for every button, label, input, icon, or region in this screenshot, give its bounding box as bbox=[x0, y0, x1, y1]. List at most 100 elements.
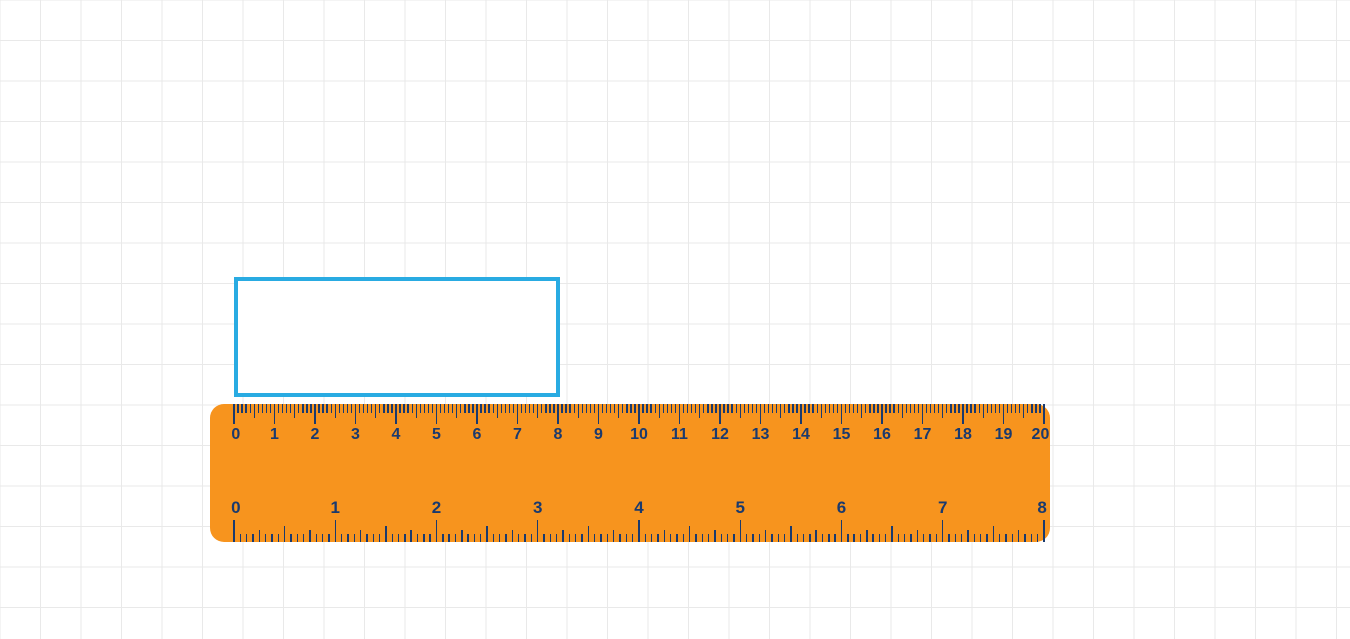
ruler-in-tick bbox=[910, 534, 911, 542]
ruler-in-tick bbox=[556, 534, 557, 542]
ruler-in-tick bbox=[834, 534, 835, 542]
ruler-in-tick bbox=[246, 534, 247, 542]
ruler-in-tick bbox=[841, 520, 842, 542]
ruler-in-tick bbox=[784, 534, 785, 542]
ruler-in-tick bbox=[284, 526, 285, 542]
ruler-in-tick bbox=[588, 526, 589, 542]
ruler-in-tick bbox=[410, 530, 411, 542]
ruler-in-tick bbox=[505, 534, 506, 542]
ruler-in-tick bbox=[847, 534, 848, 542]
ruler-in-tick bbox=[373, 534, 374, 542]
ruler-in-tick bbox=[322, 534, 323, 542]
ruler-in-tick bbox=[993, 526, 994, 542]
ruler-in-tick bbox=[822, 534, 823, 542]
ruler-in-tick bbox=[828, 534, 829, 542]
ruler-in-tick bbox=[942, 520, 943, 542]
ruler-in-tick bbox=[866, 530, 867, 542]
ruler-in-tick bbox=[1005, 534, 1006, 542]
ruler-in-tick bbox=[417, 534, 418, 542]
ruler-in-tick bbox=[404, 534, 405, 542]
ruler-in-tick bbox=[562, 530, 563, 542]
ruler[interactable]: 01234567891011121314151617181920 0123456… bbox=[210, 404, 1050, 542]
ruler-in-tick bbox=[423, 534, 424, 542]
ruler-in-tick bbox=[448, 534, 449, 542]
ruler-in-tick bbox=[379, 534, 380, 542]
ruler-in-tick bbox=[746, 534, 747, 542]
ruler-in-tick bbox=[518, 534, 519, 542]
ruler-in-tick bbox=[702, 534, 703, 542]
ruler-in-tick bbox=[898, 534, 899, 542]
ruler-in-tick bbox=[436, 520, 437, 542]
ruler-in-tick bbox=[645, 534, 646, 542]
ruler-in-tick bbox=[360, 530, 361, 542]
ruler-in-tick bbox=[904, 534, 905, 542]
ruler-in-tick bbox=[759, 534, 760, 542]
ruler-in-tick bbox=[252, 534, 253, 542]
ruler-in-tick bbox=[309, 530, 310, 542]
ruler-in-tick bbox=[879, 534, 880, 542]
ruler-in-tick bbox=[537, 520, 538, 542]
ruler-in-tick bbox=[1037, 534, 1038, 542]
ruler-in-tick bbox=[271, 534, 272, 542]
ruler-in-tick bbox=[429, 534, 430, 542]
ruler-in-tick bbox=[480, 534, 481, 542]
measured-rectangle bbox=[234, 277, 560, 397]
ruler-in-tick bbox=[714, 530, 715, 542]
ruler-in-tick bbox=[999, 534, 1000, 542]
ruler-in-tick bbox=[657, 534, 658, 542]
ruler-in-tick bbox=[328, 534, 329, 542]
ruler-in-label: 5 bbox=[736, 498, 745, 518]
ruler-in-tick bbox=[771, 534, 772, 542]
ruler-in-tick bbox=[632, 534, 633, 542]
ruler-in-tick bbox=[303, 534, 304, 542]
ruler-in-tick bbox=[929, 534, 930, 542]
ruler-in-tick bbox=[1043, 520, 1044, 542]
ruler-in-tick bbox=[638, 520, 639, 542]
ruler-in-tick bbox=[986, 534, 987, 542]
ruler-in-tick bbox=[486, 526, 487, 542]
ruler-in-tick bbox=[240, 534, 241, 542]
ruler-in-label: 3 bbox=[533, 498, 542, 518]
ruler-in-tick bbox=[809, 534, 810, 542]
ruler-in-tick bbox=[354, 534, 355, 542]
ruler-in-tick bbox=[594, 534, 595, 542]
ruler-in-tick bbox=[512, 530, 513, 542]
ruler-in-tick bbox=[980, 534, 981, 542]
ruler-in-tick bbox=[1012, 534, 1013, 542]
ruler-in-tick bbox=[474, 534, 475, 542]
ruler-in-tick bbox=[385, 526, 386, 542]
ruler-in-tick bbox=[613, 530, 614, 542]
ruler-in-tick bbox=[689, 526, 690, 542]
ruler-in-tick bbox=[733, 534, 734, 542]
ruler-in-tick bbox=[727, 534, 728, 542]
ruler-in-tick bbox=[683, 534, 684, 542]
ruler-in-tick bbox=[461, 530, 462, 542]
ruler-in-tick bbox=[708, 534, 709, 542]
ruler-in-tick bbox=[607, 534, 608, 542]
ruler-in-tick bbox=[392, 534, 393, 542]
ruler-in-tick bbox=[366, 534, 367, 542]
ruler-in-tick bbox=[524, 534, 525, 542]
ruler-in-tick bbox=[619, 534, 620, 542]
ruler-in-tick bbox=[778, 534, 779, 542]
ruler-in-tick bbox=[651, 534, 652, 542]
ruler-in-tick bbox=[670, 534, 671, 542]
ruler-in-label: 2 bbox=[432, 498, 441, 518]
ruler-in-tick bbox=[265, 534, 266, 542]
ruler-in-tick bbox=[259, 530, 260, 542]
ruler-bottom-scale: 012345678 bbox=[210, 404, 1050, 542]
ruler-in-tick bbox=[664, 530, 665, 542]
ruler-in-label: 1 bbox=[331, 498, 340, 518]
ruler-in-tick bbox=[917, 530, 918, 542]
ruler-in-label: 0 bbox=[231, 498, 240, 518]
ruler-in-tick bbox=[853, 534, 854, 542]
ruler-in-tick bbox=[442, 534, 443, 542]
ruler-in-tick bbox=[467, 534, 468, 542]
ruler-in-label: 6 bbox=[837, 498, 846, 518]
ruler-in-tick bbox=[765, 530, 766, 542]
ruler-in-label: 7 bbox=[938, 498, 947, 518]
ruler-in-tick bbox=[923, 534, 924, 542]
background-grid bbox=[0, 0, 1350, 639]
ruler-in-tick bbox=[297, 534, 298, 542]
ruler-in-tick bbox=[955, 534, 956, 542]
